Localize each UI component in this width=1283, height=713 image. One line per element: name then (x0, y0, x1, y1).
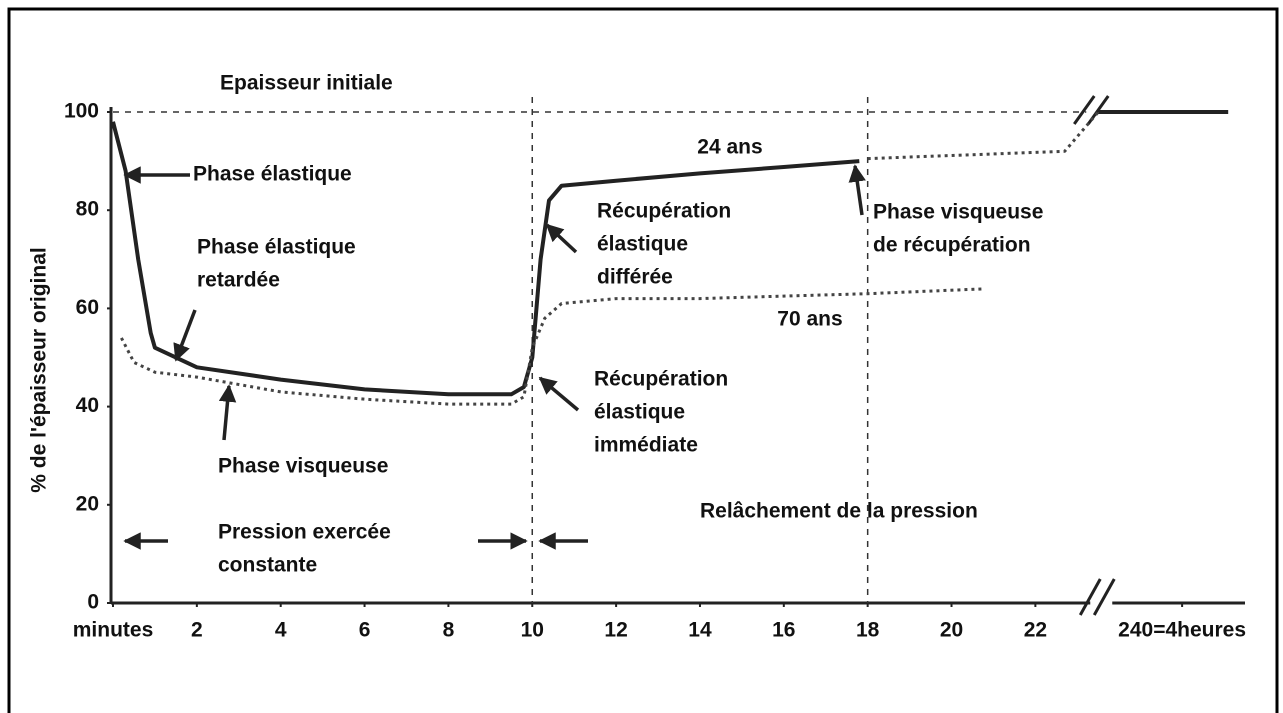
series-line (120, 287, 986, 406)
x-tick-label: 8 (443, 619, 455, 642)
annotation: Phase visqueuse (218, 455, 388, 478)
annotation: immédiate (594, 434, 698, 457)
annotation: Phase élastique (197, 236, 356, 259)
arrow (545, 223, 578, 254)
annotation: de récupération (873, 234, 1031, 257)
axis-break (1073, 95, 1096, 125)
annotation: retardée (197, 269, 280, 292)
arrows (123, 164, 866, 550)
arrow (173, 309, 197, 362)
y-tick-label: 0 (87, 591, 99, 614)
y-tick-label: 40 (76, 394, 99, 417)
x-tick-label: 22 (1024, 619, 1047, 642)
arrow (218, 384, 237, 441)
x-tick-label: 10 (521, 619, 544, 642)
axis-break (1092, 578, 1116, 616)
x-tick-label: 6 (359, 619, 371, 642)
series-line (867, 111, 1100, 161)
series-label: 24 ans (697, 136, 762, 159)
axis-break (1078, 578, 1102, 616)
y-tick-label: 100 (64, 100, 99, 123)
x-tick-label: 20 (940, 619, 963, 642)
x-tick-label: 16 (772, 619, 795, 642)
x-tick-label: 12 (604, 619, 627, 642)
annotation: Phase élastique (193, 163, 352, 186)
series-line (111, 121, 860, 397)
y-tick-label: 80 (76, 198, 99, 221)
x-tick-label: 2 (191, 619, 203, 642)
annotation: élastique (594, 401, 685, 424)
y-tick-label: 20 (76, 492, 99, 515)
y-tick-label: 60 (76, 296, 99, 319)
annotation: constante (218, 554, 317, 577)
arrow (848, 164, 866, 216)
annotation: Epaisseur initiale (220, 72, 393, 95)
frame (7, 7, 1279, 713)
x-tick-label: 14 (688, 619, 712, 642)
annotation: Pression exercée (218, 521, 391, 544)
arrow (538, 376, 580, 412)
x-tick-label: minutes (73, 619, 154, 642)
annotation: Récupération (597, 200, 731, 223)
annotation: élastique (597, 233, 688, 256)
series-label: 70 ans (777, 308, 842, 331)
annotation: Phase visqueuse (873, 201, 1043, 224)
annotation: Relâchement de la pression (700, 500, 978, 523)
x-tick-label: 240=4heures (1118, 619, 1246, 642)
y-axis-label: % de l'épaisseur original (28, 247, 51, 492)
annotation: différée (597, 266, 673, 289)
x-tick-label: 4 (275, 619, 287, 642)
x-tick-label: 18 (856, 619, 880, 642)
annotation: Récupération (594, 368, 728, 391)
